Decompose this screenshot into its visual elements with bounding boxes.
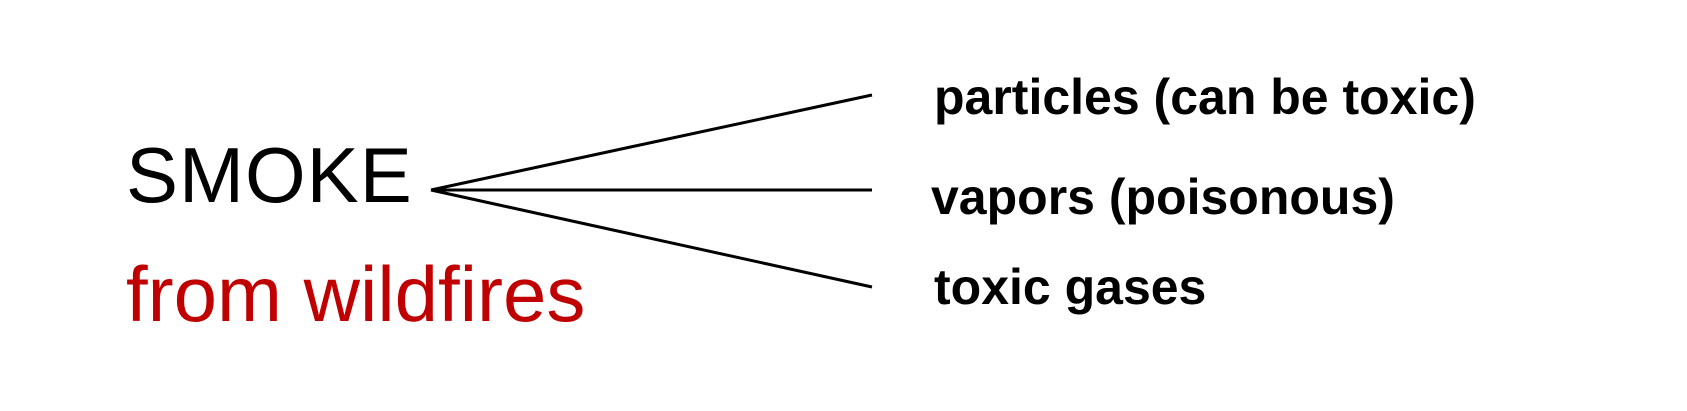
connector-line-particles: [430, 93, 873, 192]
root-label: SMOKE: [126, 131, 413, 219]
branch-label-particles: particles (can be toxic): [934, 69, 1476, 125]
connector-line-toxic-gases: [430, 188, 873, 289]
root-sublabel: from wildfires: [126, 250, 586, 338]
branch-label-vapors: vapors (poisonous): [931, 169, 1395, 225]
branch-label-toxic-gases: toxic gases: [934, 259, 1207, 315]
